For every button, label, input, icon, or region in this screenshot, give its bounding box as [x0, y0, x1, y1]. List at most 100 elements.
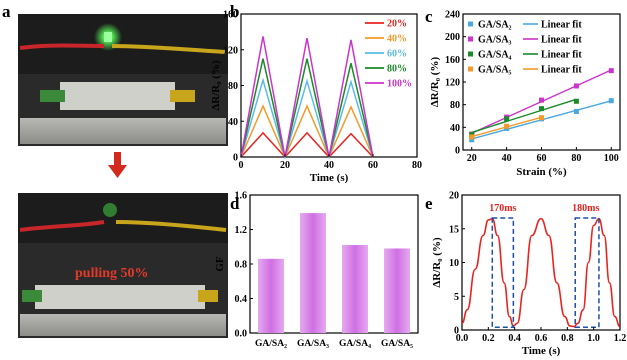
legend-label-80%: 80% — [387, 64, 407, 75]
c-xtick-label: 60 — [537, 153, 547, 164]
e-ytick-label: 20 — [449, 191, 459, 202]
c-xlabel: Strain (%) — [516, 166, 567, 178]
panel-a-label: a — [2, 2, 11, 21]
d-ytick-label: 0.8 — [235, 260, 248, 271]
b-xtick-label: 60 — [368, 160, 378, 171]
e-xtick-label: 1.0 — [587, 333, 600, 344]
axes-frame — [461, 194, 621, 331]
b-xtick-label: 20 — [280, 160, 290, 171]
panel-b-label: b — [230, 2, 239, 21]
c-ytick-label: 120 — [445, 78, 460, 89]
time-box-0 — [491, 217, 515, 329]
series-line-20% — [240, 131, 374, 159]
e-xtick-label: 0.8 — [561, 333, 574, 344]
legend-fit-label: Linear fit — [541, 65, 582, 76]
legend-marker — [468, 51, 473, 57]
pulling-label: pulling 50% — [75, 266, 149, 281]
d-ytick-label: 1.6 — [235, 191, 248, 202]
c-ytick-label: 0 — [455, 146, 460, 157]
bar-3 — [383, 248, 411, 333]
e-ytick-label: 5 — [454, 292, 459, 303]
data-point — [469, 134, 475, 140]
data-point — [504, 123, 510, 129]
chart-d: GA/SA₂ GA/SA₃ GA/SA₄ GA/SA₅ 0.0 0.4 0.8 1.2 1.6 G… — [214, 191, 419, 349]
b-ytick-label: 40 — [228, 117, 238, 128]
legend-fit-label: Linear fit — [541, 50, 582, 61]
e-xtick-label: 0.6 — [535, 333, 548, 344]
b-ylabel: ΔR/R₀ (%) — [210, 60, 222, 111]
fit-line-2 — [471, 98, 577, 134]
legend-label-0: GA/SA₂ — [478, 20, 512, 31]
data-point — [539, 115, 544, 121]
bar-1 — [299, 213, 327, 333]
legend-label-1: GA/SA₃ — [478, 35, 512, 46]
c-ylabel: ΔR/R₀ (%) — [429, 57, 441, 108]
b-xlabel: Time (s) — [310, 172, 349, 184]
legend-fit-label: Linear fit — [541, 35, 582, 46]
c-xtick-label: 100 — [604, 153, 619, 164]
b-ytick-label: 160 — [223, 10, 238, 21]
e-ytick-label: 0 — [454, 326, 459, 337]
data-point — [573, 108, 579, 114]
response-curve — [461, 217, 621, 328]
d-xtick-label: GA/SA₃ — [297, 339, 329, 349]
series-line-100% — [240, 36, 374, 158]
e-xlabel: Time (s) — [522, 345, 561, 357]
e-xtick-label: 0.4 — [508, 333, 521, 344]
d-ytick-label: 0.0 — [235, 329, 248, 340]
c-ytick-label: 80 — [450, 100, 460, 111]
b-ytick-label: 120 — [223, 45, 238, 56]
time-box-1 — [574, 217, 600, 329]
c-xtick-label: 40 — [502, 153, 512, 164]
c-ytick-label: 240 — [445, 10, 460, 21]
series-line-60% — [240, 77, 374, 160]
data-point — [608, 68, 614, 74]
b-ytick-label: 80 — [228, 81, 238, 92]
b-xtick-label: 0 — [239, 160, 244, 171]
annotation-180ms: 180ms — [572, 203, 599, 214]
legend-marker — [468, 66, 473, 72]
e-xtick-label: 0.0 — [456, 333, 469, 344]
b-ytick-label: 0 — [233, 153, 238, 164]
d-ytick-label: 1.2 — [235, 225, 248, 236]
photo-bottom: pulling 50% — [18, 193, 228, 338]
data-point — [608, 98, 614, 104]
photo-top — [18, 14, 228, 146]
panel-d-label: d — [230, 194, 240, 213]
panel-a: a pu — [2, 2, 228, 338]
chart-e: 170ms 180ms 0 5 10 15 20 0.0 0.2 0.4 0.6 0.8 1.0 1.2 T… — [431, 191, 626, 358]
legend-label-2: GA/SA₄ — [478, 50, 512, 61]
legend-label-20%: 20% — [387, 19, 407, 30]
b-xtick-label: 40 — [324, 160, 334, 171]
bar-2 — [341, 245, 369, 333]
data-point — [573, 83, 579, 89]
c-ytick-label: 160 — [445, 55, 460, 66]
legend-label-100%: 100% — [387, 79, 412, 90]
c-xtick-label: 20 — [467, 153, 477, 164]
e-xtick-label: 1.2 — [614, 333, 627, 344]
legend-fit-label: Linear fit — [541, 20, 582, 31]
chart-b: 0 40 80 120 160 0 20 40 60 80 Time (s) ΔR/R₀ (%) 20%… — [210, 10, 422, 185]
d-xtick-label: GA/SA₄ — [339, 339, 371, 349]
panel-e-label: e — [425, 194, 433, 213]
ruler — [20, 118, 226, 144]
data-point — [539, 97, 544, 103]
legend-label-40%: 40% — [387, 34, 407, 45]
c-ytick-label: 200 — [445, 32, 460, 43]
legend-label-3: GA/SA₅ — [478, 65, 512, 76]
data-point — [539, 106, 544, 112]
c-ytick-label: 40 — [450, 123, 460, 134]
panel-c-label: c — [425, 7, 433, 26]
d-ytick-label: 0.4 — [235, 294, 248, 305]
e-ytick-label: 10 — [449, 258, 459, 269]
data-point — [504, 116, 510, 122]
annotation-170ms: 170ms — [489, 203, 516, 214]
series-line-40% — [240, 104, 374, 159]
bar-0 — [257, 258, 285, 333]
c-xtick-label: 80 — [571, 153, 581, 164]
d-xtick-label: GA/SA₂ — [255, 339, 287, 349]
d-xtick-label: GA/SA₅ — [381, 339, 413, 349]
d-ylabel: GF — [214, 256, 226, 272]
down-arrow — [108, 152, 127, 178]
